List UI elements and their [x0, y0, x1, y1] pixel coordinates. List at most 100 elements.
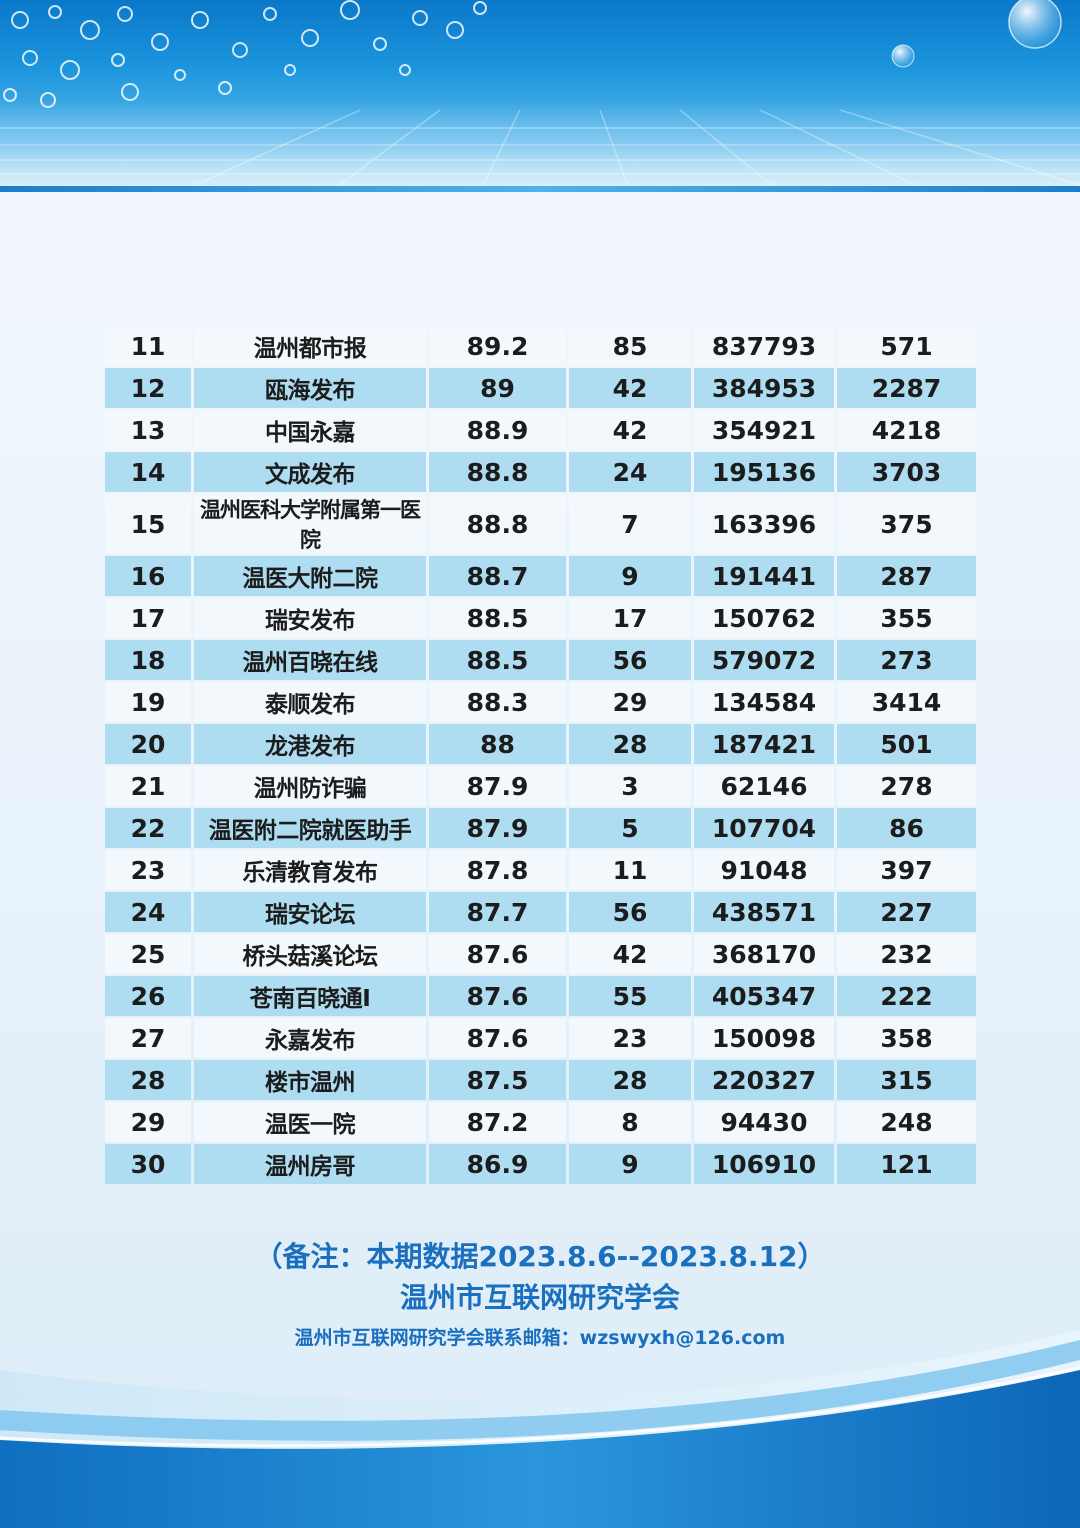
data-period-note: （备注：本期数据2023.8.6--2023.8.12） [254, 1240, 826, 1273]
reads-cell: 62146 [694, 766, 834, 806]
rank-cell: 30 [105, 1144, 191, 1184]
table-row: 20 龙港发布 88 28 187421 501 [105, 724, 976, 764]
likes-cell: 397 [837, 850, 976, 890]
likes-cell: 121 [837, 1144, 976, 1184]
posts-cell: 23 [569, 1018, 691, 1058]
reads-cell: 187421 [694, 724, 834, 764]
table-row: 24 瑞安论坛 87.7 56 438571 227 [105, 892, 976, 932]
likes-cell: 232 [837, 934, 976, 974]
score-cell: 88.8 [429, 452, 566, 492]
score-cell: 88.9 [429, 410, 566, 450]
account-name-cell: 文成发布 [194, 452, 426, 492]
likes-cell: 278 [837, 766, 976, 806]
contact-email: 温州市互联网研究学会联系邮箱：wzswyxh@126.com [294, 1327, 786, 1349]
likes-cell: 355 [837, 598, 976, 638]
footer-notes: （备注：本期数据2023.8.6--2023.8.12） 温州市互联网研究学会 … [0, 1236, 1080, 1358]
likes-cell: 287 [837, 556, 976, 596]
account-name-cell: 乐清教育发布 [194, 850, 426, 890]
score-cell: 88.3 [429, 682, 566, 722]
posts-cell: 11 [569, 850, 691, 890]
likes-cell: 222 [837, 976, 976, 1016]
table-row: 19 泰顺发布 88.3 29 134584 3414 [105, 682, 976, 722]
table-row: 11 温州都市报 89.2 85 837793 571 [105, 326, 976, 366]
table-row: 28 楼市温州 87.5 28 220327 315 [105, 1060, 976, 1100]
posts-cell: 24 [569, 452, 691, 492]
account-name-cell: 楼市温州 [194, 1060, 426, 1100]
organization-name: 温州市互联网研究学会 [399, 1281, 680, 1314]
likes-cell: 571 [837, 326, 976, 366]
likes-cell: 273 [837, 640, 976, 680]
posts-cell: 7 [569, 494, 691, 554]
account-name-cell: 泰顺发布 [194, 682, 426, 722]
reads-cell: 579072 [694, 640, 834, 680]
account-name-cell: 瓯海发布 [194, 368, 426, 408]
reads-cell: 94430 [694, 1102, 834, 1142]
table-row: 23 乐清教育发布 87.8 11 91048 397 [105, 850, 976, 890]
posts-cell: 56 [569, 640, 691, 680]
account-name-cell: 温州医科大学附属第一医院 [194, 494, 426, 554]
reads-cell: 107704 [694, 808, 834, 848]
rank-cell: 25 [105, 934, 191, 974]
account-name-cell: 中国永嘉 [194, 410, 426, 450]
score-cell: 87.9 [429, 766, 566, 806]
table-row: 16 温医大附二院 88.7 9 191441 287 [105, 556, 976, 596]
rank-cell: 13 [105, 410, 191, 450]
likes-cell: 375 [837, 494, 976, 554]
reads-cell: 91048 [694, 850, 834, 890]
table-row: 12 瓯海发布 89 42 384953 2287 [105, 368, 976, 408]
score-cell: 89 [429, 368, 566, 408]
account-name-cell: 桥头菇溪论坛 [194, 934, 426, 974]
posts-cell: 9 [569, 1144, 691, 1184]
score-cell: 88.5 [429, 640, 566, 680]
account-name-cell: 瑞安论坛 [194, 892, 426, 932]
reads-cell: 150762 [694, 598, 834, 638]
posts-cell: 3 [569, 766, 691, 806]
reads-cell: 163396 [694, 494, 834, 554]
posts-cell: 9 [569, 556, 691, 596]
reads-cell: 354921 [694, 410, 834, 450]
table-row: 29 温医一院 87.2 8 94430 248 [105, 1102, 976, 1142]
posts-cell: 42 [569, 410, 691, 450]
account-name-cell: 温医一院 [194, 1102, 426, 1142]
score-cell: 89.2 [429, 326, 566, 366]
likes-cell: 4218 [837, 410, 976, 450]
table-row: 27 永嘉发布 87.6 23 150098 358 [105, 1018, 976, 1058]
rank-cell: 18 [105, 640, 191, 680]
posts-cell: 8 [569, 1102, 691, 1142]
reads-cell: 384953 [694, 368, 834, 408]
posts-cell: 56 [569, 892, 691, 932]
rank-cell: 20 [105, 724, 191, 764]
rank-cell: 14 [105, 452, 191, 492]
score-cell: 87.6 [429, 976, 566, 1016]
likes-cell: 3414 [837, 682, 976, 722]
likes-cell: 2287 [837, 368, 976, 408]
score-cell: 87.8 [429, 850, 566, 890]
score-cell: 88.7 [429, 556, 566, 596]
table-row: 18 温州百晓在线 88.5 56 579072 273 [105, 640, 976, 680]
score-cell: 87.9 [429, 808, 566, 848]
posts-cell: 55 [569, 976, 691, 1016]
rank-cell: 11 [105, 326, 191, 366]
likes-cell: 227 [837, 892, 976, 932]
rank-cell: 15 [105, 494, 191, 554]
account-name-cell: 瑞安发布 [194, 598, 426, 638]
rank-cell: 29 [105, 1102, 191, 1142]
table-row: 14 文成发布 88.8 24 195136 3703 [105, 452, 976, 492]
reads-cell: 195136 [694, 452, 834, 492]
likes-cell: 3703 [837, 452, 976, 492]
rank-cell: 28 [105, 1060, 191, 1100]
score-cell: 87.2 [429, 1102, 566, 1142]
account-name-cell: 温医大附二院 [194, 556, 426, 596]
rank-cell: 27 [105, 1018, 191, 1058]
likes-cell: 315 [837, 1060, 976, 1100]
account-name-cell: 温州百晓在线 [194, 640, 426, 680]
reads-cell: 150098 [694, 1018, 834, 1058]
account-name-cell: 温医附二院就医助手 [194, 808, 426, 848]
rank-cell: 12 [105, 368, 191, 408]
likes-cell: 358 [837, 1018, 976, 1058]
account-name-cell: 永嘉发布 [194, 1018, 426, 1058]
rank-cell: 24 [105, 892, 191, 932]
reads-cell: 368170 [694, 934, 834, 974]
table-row: 30 温州房哥 86.9 9 106910 121 [105, 1144, 976, 1184]
